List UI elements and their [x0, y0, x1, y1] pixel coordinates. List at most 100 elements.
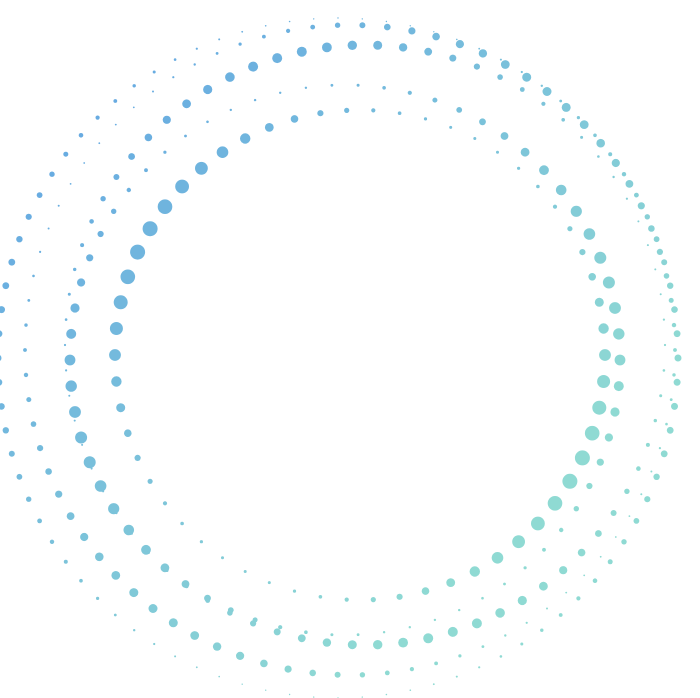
dot — [449, 54, 457, 62]
dot — [621, 539, 627, 545]
dot — [108, 503, 120, 515]
dot — [126, 187, 131, 193]
dot — [673, 330, 681, 338]
dot — [658, 447, 662, 450]
dot — [132, 106, 135, 109]
dot — [628, 515, 631, 517]
dot — [23, 372, 29, 378]
dot — [37, 518, 42, 524]
dot — [500, 132, 509, 140]
dot — [334, 22, 341, 28]
dot — [182, 99, 192, 109]
dot — [77, 278, 86, 287]
dot — [385, 693, 388, 696]
dot — [162, 501, 168, 506]
dot — [594, 251, 607, 264]
dot — [193, 63, 196, 66]
dot — [447, 626, 458, 637]
dot — [238, 42, 242, 46]
dot — [216, 146, 229, 158]
dot — [382, 86, 386, 90]
dot — [128, 153, 136, 160]
dot — [310, 24, 316, 30]
dot — [542, 87, 552, 96]
dot — [669, 398, 673, 401]
dot — [330, 633, 334, 637]
dot — [296, 46, 307, 57]
dot — [645, 442, 650, 447]
dot — [671, 402, 678, 410]
dot — [517, 595, 527, 606]
dot — [608, 152, 613, 157]
dot — [322, 638, 332, 647]
dot — [162, 115, 171, 124]
dot — [184, 584, 189, 589]
dot — [75, 431, 88, 444]
dot — [613, 328, 625, 340]
dot — [625, 180, 634, 188]
dot — [385, 20, 388, 23]
dot — [292, 589, 297, 593]
dot — [609, 302, 621, 314]
dot — [495, 608, 505, 618]
dot — [667, 282, 674, 289]
dot — [659, 394, 663, 398]
dot — [116, 403, 126, 413]
dot — [221, 556, 224, 560]
dot — [583, 574, 586, 577]
dot — [634, 192, 639, 198]
dot — [70, 303, 80, 313]
dot — [337, 17, 339, 19]
dot — [478, 49, 488, 58]
dot — [562, 473, 578, 489]
dot — [190, 631, 200, 640]
dot — [473, 63, 480, 70]
dot — [64, 318, 68, 321]
dot — [63, 343, 67, 347]
dot — [481, 645, 485, 648]
dot — [174, 655, 177, 658]
dot — [45, 468, 52, 475]
dot — [614, 536, 617, 538]
dot — [579, 120, 589, 129]
dot — [586, 482, 593, 490]
dot — [30, 421, 37, 427]
dot — [347, 640, 357, 650]
dot — [633, 518, 640, 524]
dot — [561, 118, 565, 122]
dot — [662, 318, 666, 321]
dot — [398, 43, 408, 52]
dot — [644, 496, 651, 503]
dot — [648, 225, 655, 232]
dot — [66, 512, 75, 520]
dot — [558, 613, 563, 617]
dot — [574, 450, 590, 466]
dot — [559, 566, 568, 575]
dot — [25, 213, 32, 220]
dot — [604, 433, 614, 442]
dot — [409, 667, 414, 672]
dot — [264, 25, 267, 27]
dot — [330, 83, 334, 87]
dot — [318, 595, 323, 599]
dot — [458, 608, 461, 612]
dot — [79, 578, 83, 583]
dot — [512, 535, 525, 549]
dot — [359, 22, 366, 29]
dot — [347, 40, 357, 50]
dot — [423, 117, 428, 121]
dot — [409, 689, 412, 691]
dot — [432, 32, 440, 41]
dot — [561, 102, 571, 112]
dot — [37, 445, 44, 452]
dot — [408, 27, 416, 35]
dot — [663, 273, 670, 279]
dot — [644, 214, 650, 220]
dot — [595, 530, 602, 537]
dot — [559, 99, 563, 103]
dot — [168, 618, 178, 628]
dot — [86, 254, 94, 262]
dot — [356, 633, 360, 637]
dot — [449, 125, 453, 129]
